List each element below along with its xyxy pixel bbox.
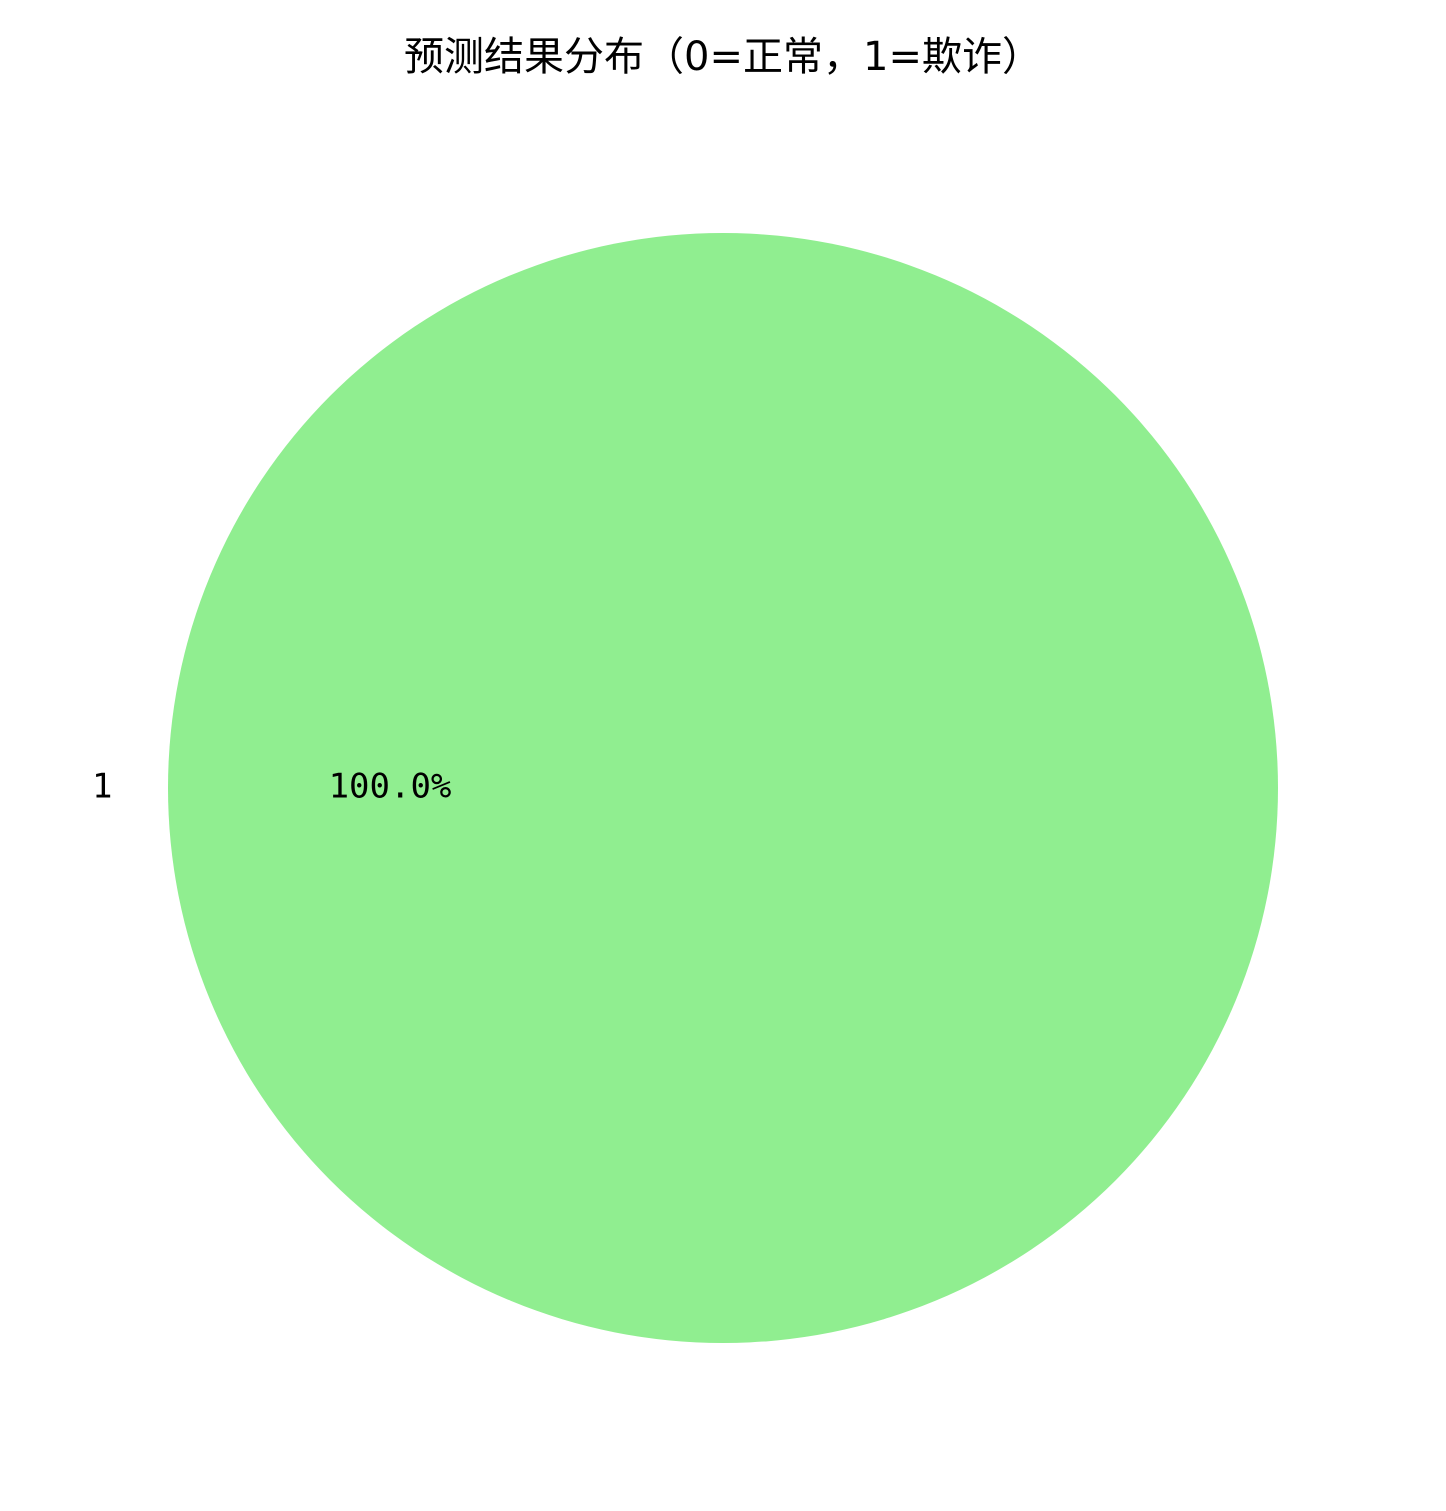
pie-labels: 1 100.0% <box>92 767 451 807</box>
pie-slice-1 <box>168 233 1278 1343</box>
slice-category-label: 1 <box>92 767 112 807</box>
chart-title: 预测结果分布（0=正常，1=欺诈） <box>404 34 1042 80</box>
slice-percent-label: 100.0% <box>329 767 452 807</box>
pie-slices <box>168 233 1278 1343</box>
